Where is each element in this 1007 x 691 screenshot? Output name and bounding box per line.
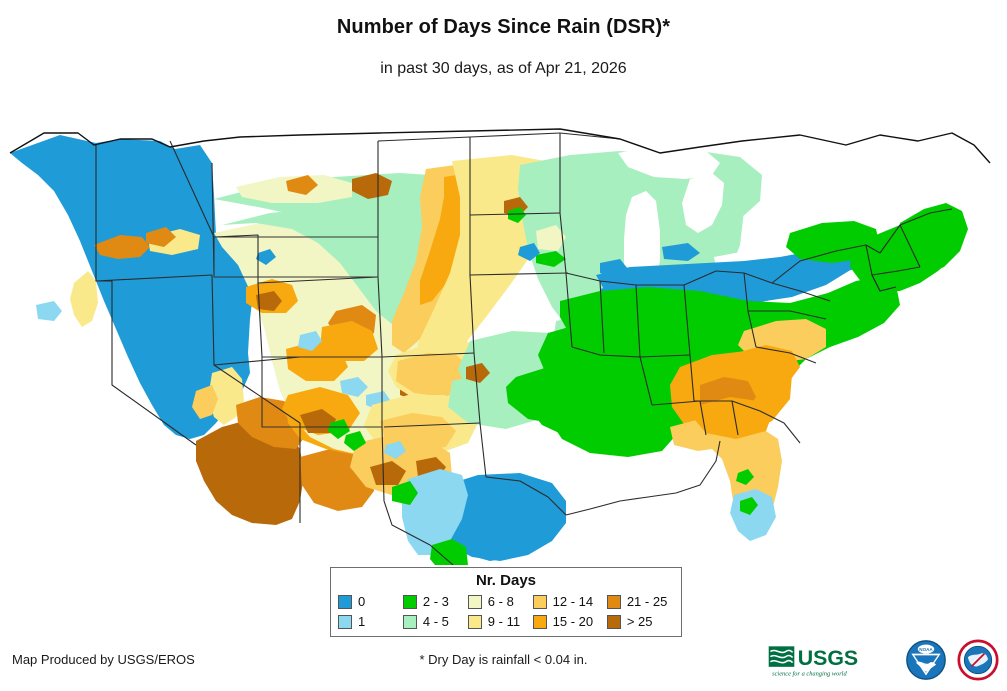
noaa-bird-body bbox=[917, 644, 935, 654]
region-ut-cyan-spots bbox=[298, 331, 322, 351]
region-nca-patch bbox=[36, 301, 62, 321]
legend-item-6-8[interactable]: 6 - 8 bbox=[467, 593, 533, 611]
map-footnote: * Dry Day is rainfall < 0.04 in. bbox=[419, 652, 588, 667]
region-florida-north-orange bbox=[694, 397, 772, 439]
region-wy-brown1 bbox=[256, 291, 282, 311]
page-subtitle: in past 30 days, as of Apr 21, 2026 bbox=[380, 60, 627, 77]
region-spot-ia-green bbox=[536, 251, 566, 267]
legend-swatch-6-8 bbox=[467, 595, 482, 609]
region-spot-ok-blue bbox=[384, 441, 406, 459]
region-spot-ne-blue bbox=[518, 243, 540, 261]
region-wi-blue-spot bbox=[600, 259, 628, 277]
legend-item-2-3[interactable]: 2 - 3 bbox=[402, 593, 468, 611]
region-co-dry-patch bbox=[286, 341, 348, 381]
map-legend[interactable]: Nr. Days 0 1 2 - 3 4 - 5 bbox=[330, 567, 682, 637]
legend-item-1[interactable]: 1 bbox=[338, 613, 403, 631]
legend-column-1: 0 1 bbox=[338, 593, 403, 631]
legend-label-15-20: 15 - 20 bbox=[552, 614, 594, 629]
region-mi-blue-spot bbox=[662, 243, 700, 261]
legend-swatch-9-11 bbox=[467, 615, 482, 629]
legend-swatch-4-5 bbox=[402, 615, 417, 629]
legend-swatch-12-14 bbox=[532, 595, 547, 609]
legend-swatch-0 bbox=[338, 595, 352, 609]
region-spot-mt-orange bbox=[286, 175, 318, 195]
region-ca-nv-fringe bbox=[208, 367, 244, 425]
legend-swatch-1 bbox=[338, 615, 352, 629]
western-state-grid bbox=[213, 236, 383, 428]
legend-label-0: 0 bbox=[358, 594, 366, 609]
region-texas-1day bbox=[402, 469, 468, 555]
region-spot-ks-brown bbox=[466, 363, 490, 383]
legend-column-3: 6 - 8 9 - 11 bbox=[467, 593, 533, 631]
region-florida-green-spots bbox=[740, 497, 758, 515]
region-spot-wa-orange bbox=[146, 227, 176, 247]
region-florida-green-spot2 bbox=[736, 469, 754, 485]
usgs-tagline: science for a changing world bbox=[772, 670, 847, 677]
page-title: Number of Days Since Rain (DSR)* bbox=[336, 16, 671, 38]
region-sierra-fringe bbox=[192, 385, 218, 419]
map-container[interactable] bbox=[0, 105, 1007, 565]
legend-swatch-21-25 bbox=[606, 595, 621, 609]
usgs-logo[interactable]: USGS science for a changing world bbox=[767, 638, 895, 682]
legend-item-gt25[interactable]: > 25 bbox=[606, 613, 681, 631]
region-spot-nm-green bbox=[328, 419, 350, 439]
legend-item-15-20[interactable]: 15 - 20 bbox=[532, 613, 607, 631]
region-pacific-0days bbox=[10, 135, 258, 439]
legend-swatch-2-3 bbox=[402, 595, 417, 609]
us-dsr-choropleth-map[interactable] bbox=[0, 105, 1007, 565]
nation-outline bbox=[9, 128, 991, 164]
region-sc-orange2 bbox=[736, 345, 800, 387]
noaa-logo[interactable]: NOAA bbox=[905, 638, 947, 682]
legend-label-4-5: 4 - 5 bbox=[422, 614, 449, 629]
usgs-wave-mark bbox=[768, 646, 795, 667]
legend-label-12-14: 12 - 14 bbox=[552, 594, 594, 609]
region-spot-ne-green bbox=[508, 207, 526, 223]
region-nm-cyan-spots bbox=[340, 377, 368, 397]
region-spot-wy-blue bbox=[256, 249, 276, 265]
usgs-wordmark: USGS bbox=[798, 646, 858, 670]
legend-label-21-25: 21 - 25 bbox=[626, 594, 668, 609]
legend-item-4-5[interactable]: 4 - 5 bbox=[402, 613, 468, 631]
region-nmt-brown bbox=[352, 173, 392, 199]
noaa-wordmark: NOAA bbox=[919, 647, 933, 652]
legend-column-4: 12 - 14 15 - 20 bbox=[532, 593, 607, 631]
map-credit: Map Produced by USGS/EROS bbox=[12, 652, 195, 667]
dsr-raster-layer bbox=[10, 135, 968, 565]
region-texas-green-coast bbox=[430, 539, 468, 565]
legend-item-21-25[interactable]: 21 - 25 bbox=[606, 593, 681, 611]
noaa-wave bbox=[915, 661, 937, 672]
legend-label-gt25: > 25 bbox=[626, 614, 653, 629]
lake-superior bbox=[618, 145, 720, 179]
nws-lightning bbox=[970, 652, 986, 668]
legend-swatch-15-20 bbox=[532, 615, 547, 629]
legend-item-12-14[interactable]: 12 - 14 bbox=[532, 593, 607, 611]
region-or-dry-patch bbox=[70, 271, 98, 327]
legend-title: Nr. Days bbox=[475, 572, 537, 589]
region-midwest-pale1 bbox=[536, 225, 566, 251]
legend-label-1: 1 bbox=[358, 614, 366, 629]
region-ny-green bbox=[786, 221, 880, 263]
region-tx-pan-brown bbox=[370, 461, 406, 485]
region-ne-maine bbox=[896, 203, 968, 275]
legend-column-2: 2 - 3 4 - 5 bbox=[402, 593, 468, 631]
legend-label-6-8: 6 - 8 bbox=[487, 594, 514, 609]
nws-logo[interactable]: NATIONAL WEATHER SERVICE bbox=[957, 638, 999, 682]
lake-huron bbox=[682, 173, 724, 233]
legend-label-2-3: 2 - 3 bbox=[422, 594, 449, 609]
legend-columns: 0 1 2 - 3 4 - 5 6 - 8 9 bbox=[331, 590, 681, 631]
region-spot-nm-green2 bbox=[344, 431, 366, 451]
region-wa-ne-patch bbox=[94, 235, 150, 259]
legend-swatch-gt25 bbox=[606, 615, 621, 629]
agency-logos: USGS science for a changing world NOAA N… bbox=[767, 636, 999, 684]
legend-item-9-11[interactable]: 9 - 11 bbox=[467, 613, 533, 631]
region-la-ar-green bbox=[506, 367, 614, 425]
legend-column-5: 21 - 25 > 25 bbox=[606, 593, 681, 631]
legend-item-0[interactable]: 0 bbox=[338, 593, 403, 611]
legend-label-9-11: 9 - 11 bbox=[487, 614, 521, 629]
region-texas-green-w bbox=[392, 481, 418, 505]
